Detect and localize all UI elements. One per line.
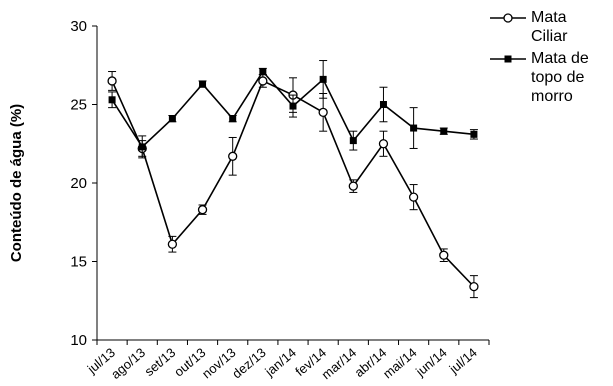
data-point [167, 239, 178, 249]
x-tick-label: mar/14 [319, 345, 360, 383]
x-tick-label: jun/14 [412, 345, 450, 380]
data-point [378, 139, 389, 149]
y-tick-label: 30 [70, 18, 87, 35]
x-tick-label: dez/13 [229, 345, 269, 382]
x-tick-label: nov/13 [199, 345, 239, 382]
data-point [470, 130, 478, 138]
data-point [348, 181, 358, 191]
x-tick-label: set/13 [142, 345, 179, 379]
legend-label-series-2: Mata de topo de morro [531, 50, 589, 105]
data-point [108, 96, 116, 104]
chart-axes [92, 25, 490, 345]
series-2 [108, 60, 478, 159]
data-point [379, 101, 387, 108]
y-tick-label: 20 [70, 175, 87, 192]
data-point [289, 102, 297, 110]
series-1 [107, 71, 479, 299]
data-point [168, 115, 176, 123]
x-tick-label: mai/14 [380, 345, 420, 382]
y-tick-labels: 10 15 20 25 30 [70, 18, 87, 349]
data-point [229, 115, 237, 123]
open-circle-marker-icon [490, 13, 526, 23]
data-point [410, 124, 418, 132]
data-point [259, 68, 267, 76]
data-point [228, 151, 238, 161]
data-point [138, 143, 146, 151]
data-point [107, 76, 117, 86]
data-point [197, 205, 208, 215]
y-axis-label: Conteúdo de água (%) [8, 104, 25, 262]
filled-square-marker-icon [490, 55, 526, 63]
y-tick-label: 25 [70, 97, 87, 114]
data-point [319, 75, 327, 83]
legend-label-series-1: Mata Ciliar [531, 9, 568, 45]
data-point [258, 76, 268, 86]
x-tick-labels: jul/13ago/13set/13out/13nov/13dez/13jan/… [84, 345, 480, 383]
data-point [318, 107, 328, 117]
data-point [408, 192, 419, 202]
data-point [440, 127, 448, 135]
x-tick-label: ago/13 [108, 345, 148, 382]
data-point [199, 80, 207, 88]
x-tick-label: jan/14 [261, 345, 299, 380]
x-tick-label: jul/14 [446, 345, 480, 377]
data-point [439, 250, 449, 260]
data-point [349, 137, 357, 145]
series-layer [107, 60, 479, 299]
y-tick-label: 15 [70, 254, 87, 271]
data-point [469, 281, 479, 292]
y-tick-label: 10 [70, 332, 87, 349]
